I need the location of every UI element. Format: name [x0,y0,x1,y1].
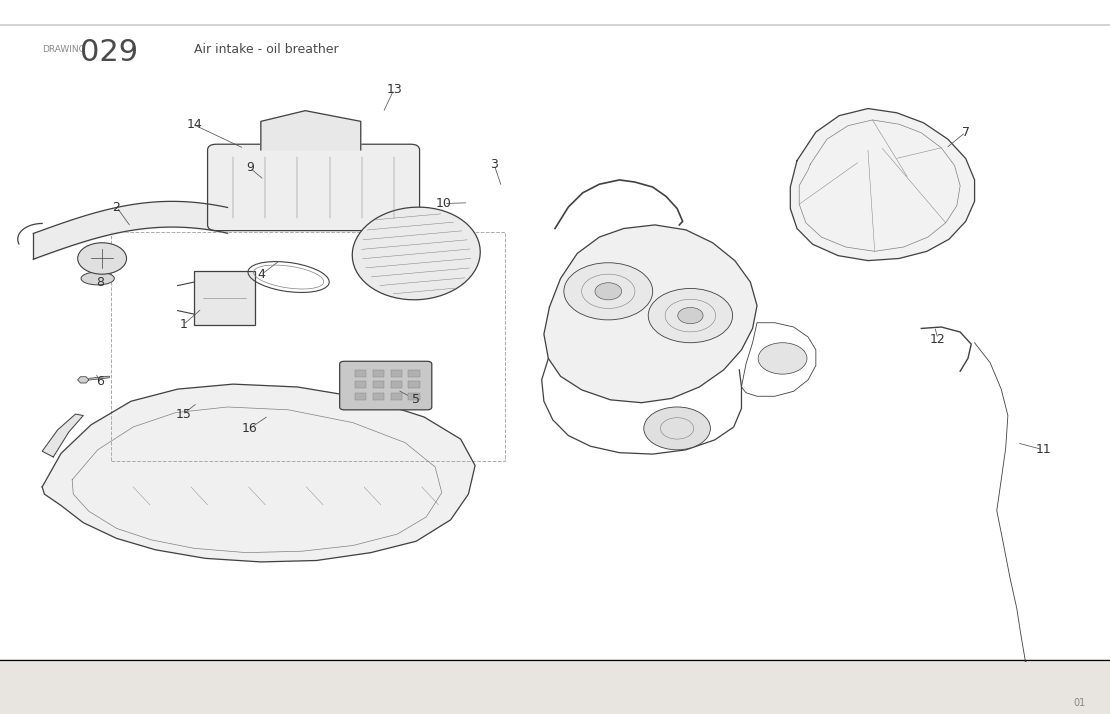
Polygon shape [78,377,89,383]
Text: DRAWING: DRAWING [42,46,85,54]
Polygon shape [544,225,757,403]
Bar [391,381,402,388]
Bar [391,370,402,377]
Circle shape [648,288,733,343]
Bar [408,393,420,400]
Bar [0,662,1110,714]
Text: 6: 6 [95,376,104,388]
FancyBboxPatch shape [208,144,420,231]
Ellipse shape [352,207,481,300]
Circle shape [78,243,127,274]
Text: 7: 7 [961,126,970,139]
Circle shape [595,283,622,300]
Text: 1: 1 [179,318,188,331]
Text: 14: 14 [186,119,202,131]
Text: 029: 029 [80,39,138,67]
Text: 5: 5 [412,393,421,406]
Text: 3: 3 [490,158,498,171]
Bar [355,370,366,377]
Circle shape [678,308,703,323]
Bar [373,370,384,377]
Bar [391,393,402,400]
Circle shape [758,343,807,374]
FancyBboxPatch shape [340,361,432,410]
Ellipse shape [81,272,114,285]
Polygon shape [42,384,475,562]
Text: Air intake - oil breather: Air intake - oil breather [194,44,339,56]
Bar [355,393,366,400]
Polygon shape [42,414,83,457]
Text: 01: 01 [1073,698,1086,708]
Text: 4: 4 [256,268,265,281]
Bar [373,393,384,400]
Polygon shape [261,111,361,150]
Text: 8: 8 [95,276,104,288]
Text: 16: 16 [242,422,258,435]
Bar [194,271,255,325]
Circle shape [644,407,710,450]
Text: 12: 12 [930,333,946,346]
Text: 15: 15 [175,408,191,421]
Bar [408,381,420,388]
Text: 10: 10 [436,197,452,210]
Bar [373,381,384,388]
Text: 11: 11 [1036,443,1051,456]
Polygon shape [790,109,975,261]
Text: 13: 13 [386,83,402,96]
Bar [408,370,420,377]
Bar [111,232,505,461]
Text: 9: 9 [245,161,254,174]
Circle shape [564,263,653,320]
Bar [355,381,366,388]
Text: 2: 2 [112,201,121,213]
